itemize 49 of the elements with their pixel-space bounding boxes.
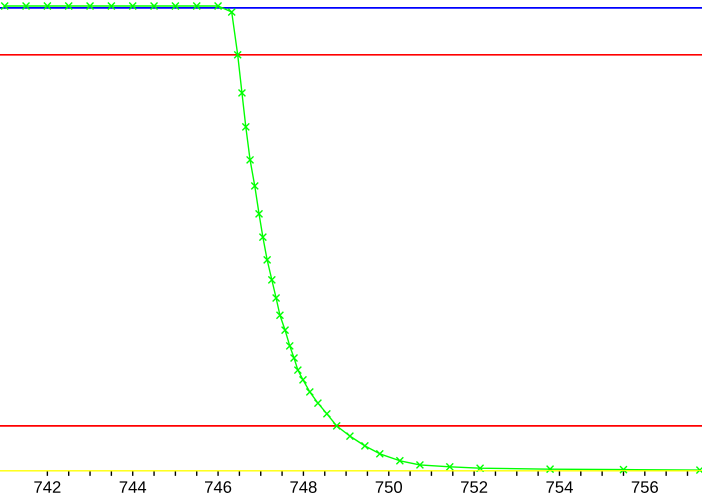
point (214, 2, 222, 10)
point (150, 2, 158, 10)
point (376, 450, 384, 458)
point (250, 182, 259, 190)
x-tick-label: 742 (34, 481, 60, 493)
point (396, 456, 404, 465)
point (192, 2, 201, 10)
x-tick-label: 748 (290, 481, 317, 493)
point (262, 256, 272, 264)
point (360, 442, 370, 450)
point (242, 122, 250, 132)
point (298, 376, 308, 384)
point (546, 464, 554, 474)
x-tick-label: 750 (376, 481, 402, 493)
point (246, 156, 254, 164)
point (619, 465, 628, 474)
point (128, 2, 137, 10)
point (332, 422, 341, 430)
point (416, 460, 424, 470)
x-tick-label: 746 (205, 481, 232, 493)
point (0, 2, 9, 10)
point (258, 232, 268, 242)
point (228, 8, 236, 16)
point (346, 432, 354, 440)
point (86, 2, 94, 10)
point (314, 398, 322, 408)
point (476, 464, 484, 472)
point (268, 276, 276, 284)
point (234, 50, 242, 59)
point (22, 2, 30, 10)
point (64, 2, 73, 10)
point (171, 2, 180, 10)
point (446, 462, 454, 471)
point (272, 294, 280, 302)
point (254, 210, 264, 218)
x-tick-label: 756 (632, 481, 658, 493)
point (322, 410, 332, 418)
point (43, 2, 52, 10)
point (290, 354, 298, 362)
point (276, 311, 284, 320)
point (107, 2, 116, 10)
point (286, 342, 294, 350)
x-tick-label: 752 (461, 481, 488, 493)
x-tick-label: 744 (120, 481, 146, 493)
point (238, 88, 246, 98)
point (306, 388, 314, 396)
point (280, 326, 290, 334)
x-tick-label: 754 (546, 481, 573, 493)
point (294, 366, 302, 374)
